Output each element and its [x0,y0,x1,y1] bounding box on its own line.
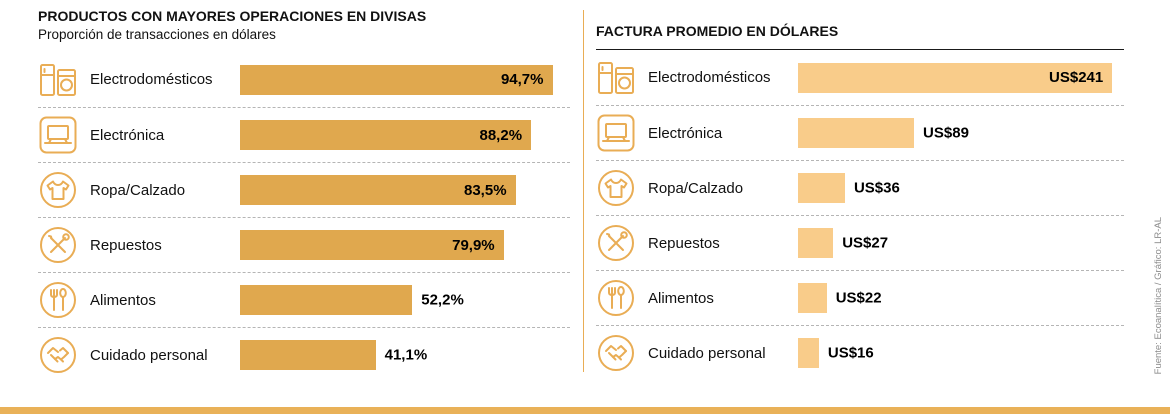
bar: US$16 [798,338,874,368]
tools-icon [596,223,648,263]
bar-track: US$241 [798,62,1124,93]
left-chart-header: PRODUCTOS CON MAYORES OPERACIONES EN DIV… [38,8,570,52]
electronics-icon [596,113,648,153]
bar-value: 88,2% [479,126,523,144]
right-chart-title: FACTURA PROMEDIO EN DÓLARES [596,23,839,39]
chart-row: Cuidado personal 41,1% [38,327,570,382]
tools-icon [38,225,90,265]
electronics-icon [38,115,90,155]
bar: US$27 [798,228,888,258]
left-chart-subtitle: Proporción de transacciones en dólares [38,27,276,42]
bar: 52,2% [240,285,464,315]
source-credit: Fuente: Ecoanalítica / Gráfico: LR-AL [1153,216,1164,374]
bar-value: US$27 [842,234,889,252]
appliances-icon [596,58,648,98]
row-label: Ropa/Calzado [648,179,744,197]
chart-row: Electrodomésticos US$241 [596,50,1124,105]
bar: 88,2% [240,120,532,150]
right-chart-rows: Electrodomésticos US$241 Electrónica US$… [596,50,1124,380]
bar: US$36 [798,173,900,203]
personal-care-icon [596,333,648,373]
bar-track: 52,2% [240,285,570,315]
bar-track: 83,5% [240,175,570,205]
row-label: Cuidado personal [90,346,208,364]
bar-value: 52,2% [421,291,464,309]
row-label: Electrónica [648,124,723,142]
bar-value: 79,9% [452,236,495,254]
bar-value: 94,7% [500,71,544,88]
bar-track: US$16 [798,338,1124,368]
row-label: Alimentos [90,291,156,309]
food-icon [596,278,648,318]
appliances-icon [38,60,90,100]
right-chart-panel: FACTURA PROMEDIO EN DÓLARES Electrodomés… [596,6,1124,380]
bar-track: 88,2% [240,120,570,150]
bar: US$22 [798,283,882,313]
bar: 41,1% [240,340,427,370]
bar-value: US$241 [1049,69,1104,86]
left-chart-rows: Electrodomésticos 94,7% Electrónica 88,2… [38,52,570,382]
row-label: Electrodomésticos [648,69,771,86]
chart-row: Alimentos 52,2% [38,272,570,327]
clothing-icon [38,170,90,210]
chart-row: Electrónica 88,2% [38,107,570,162]
chart-row: Electrónica US$89 [596,105,1124,160]
food-icon [38,280,90,320]
chart-row: Cuidado personal US$16 [596,325,1124,380]
row-label: Cuidado personal [648,344,766,362]
bar: 94,7% [240,64,553,95]
bar-value: US$89 [923,124,969,142]
bar-track: US$27 [798,228,1124,258]
chart-row: Ropa/Calzado 83,5% [38,162,570,217]
row-label: Electrodomésticos [90,71,213,88]
bar: US$89 [798,118,969,148]
left-chart-title: PRODUCTOS CON MAYORES OPERACIONES EN DIV… [38,8,427,24]
right-chart-header: FACTURA PROMEDIO EN DÓLARES [596,6,1124,50]
bottom-accent-strip [0,407,1170,414]
bar: 79,9% [240,230,504,260]
chart-row: Electrodomésticos 94,7% [38,52,570,107]
bar-track: US$22 [798,283,1124,313]
left-chart-panel: PRODUCTOS CON MAYORES OPERACIONES EN DIV… [38,6,570,382]
panel-divider [583,10,584,372]
chart-row: Repuestos US$27 [596,215,1124,270]
bar-track: US$89 [798,118,1124,148]
row-label: Ropa/Calzado [90,181,186,199]
bar-value: US$22 [835,289,882,307]
row-label: Electrónica [90,126,165,144]
chart-row: Alimentos US$22 [596,270,1124,325]
bar-value: US$36 [853,179,900,197]
bar: US$241 [798,62,1113,93]
bar-track: 41,1% [240,340,570,370]
bar-track: 94,7% [240,64,570,95]
chart-row: Repuestos 79,9% [38,217,570,272]
row-label: Repuestos [648,234,720,252]
clothing-icon [596,168,648,208]
row-label: Alimentos [648,289,714,307]
bar-value: 83,5% [464,181,507,199]
personal-care-icon [38,335,90,375]
bar: 83,5% [240,175,516,205]
chart-row: Ropa/Calzado US$36 [596,160,1124,215]
bar-value: 41,1% [384,346,428,364]
bar-value: US$16 [827,344,874,362]
row-label: Repuestos [90,236,162,254]
bar-track: US$36 [798,173,1124,203]
bar-track: 79,9% [240,230,570,260]
